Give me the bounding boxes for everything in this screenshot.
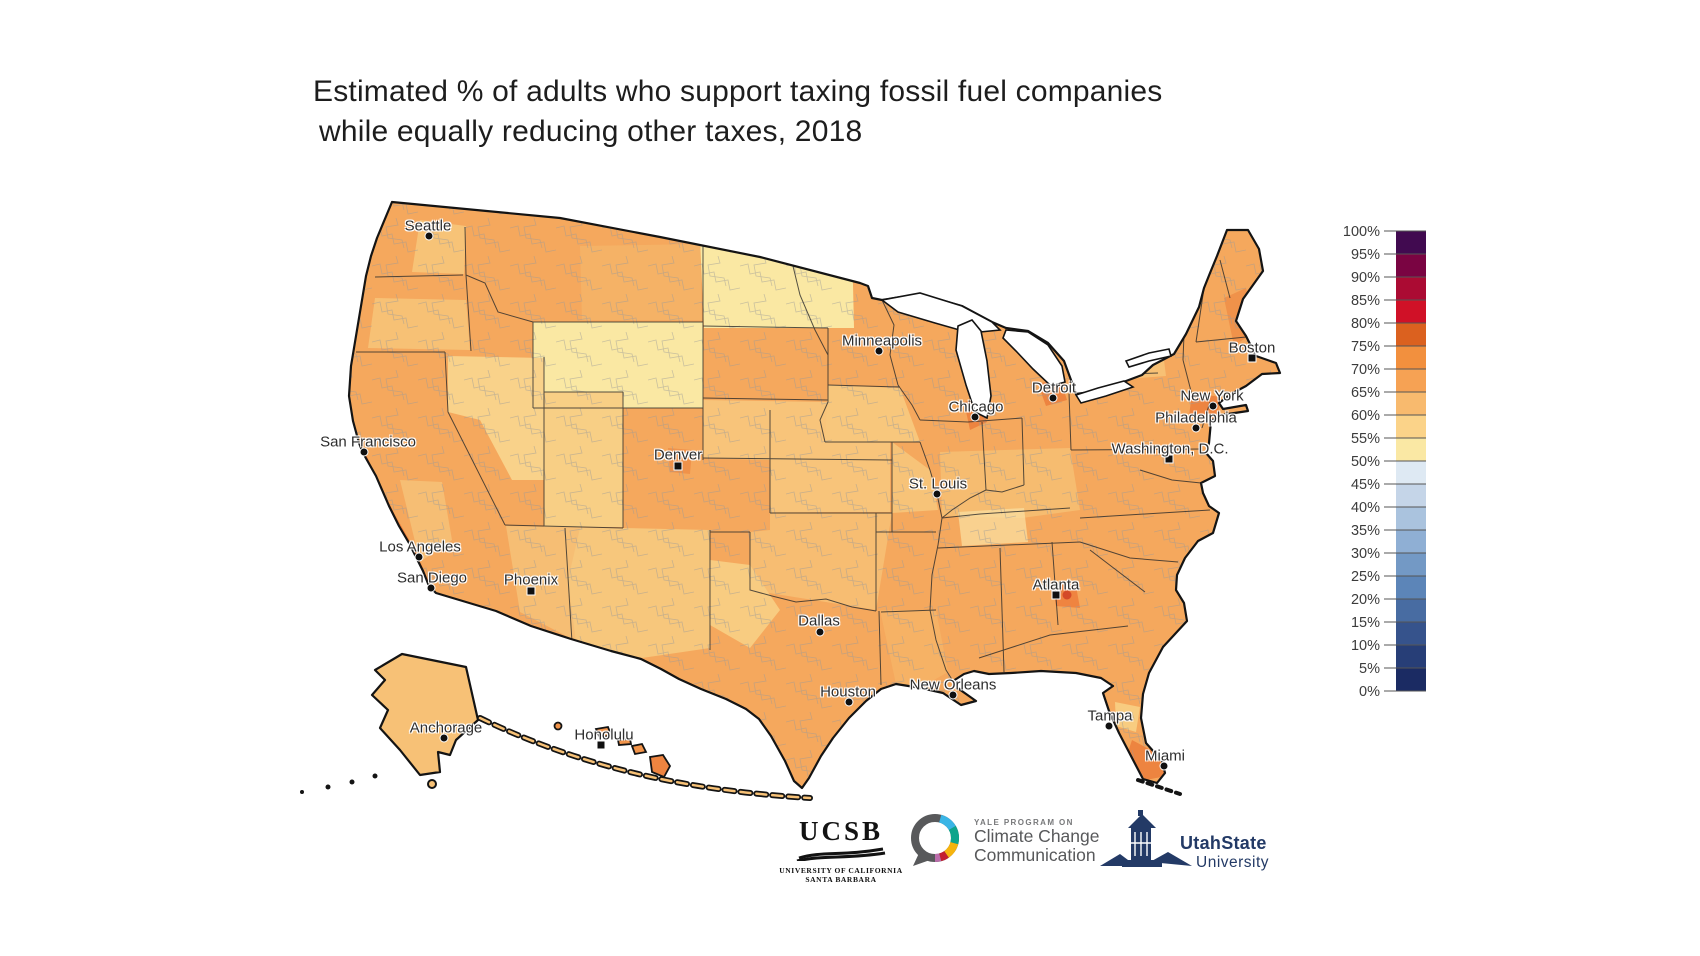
legend-tick-label: 25% [1351,569,1380,585]
legend-tick-label: 80% [1351,316,1380,332]
legend-band [1396,599,1426,622]
legend-band [1396,438,1426,461]
ucsb-line2: SANTA BARBARA [778,875,904,884]
legend-band [1396,231,1426,254]
logo-strip: UCSB UNIVERSITY OF CALIFORNIA SANTA BARB… [0,806,1700,916]
ucsb-waves-icon [795,847,887,861]
legend-tick-label: 40% [1351,500,1380,516]
ucsb-logo: UCSB UNIVERSITY OF CALIFORNIA SANTA BARB… [778,816,904,884]
legend-band [1396,484,1426,507]
legend-tick-label: 95% [1351,247,1380,263]
legend-tick-label: 50% [1351,454,1380,470]
usu-name2: University [1180,854,1269,872]
us-choropleth-map [280,180,1340,820]
yale-cccc-logo: YALE PROGRAM ON Climate Change Communica… [908,812,1099,870]
ucsb-acronym: UCSB [778,816,904,847]
legend-band [1396,346,1426,369]
legend-tick-label: 60% [1351,408,1380,424]
legend-tick-label: 35% [1351,523,1380,539]
legend-band [1396,645,1426,668]
legend-band [1396,254,1426,277]
legend-tick-label: 90% [1351,270,1380,286]
legend-band [1396,668,1426,691]
legend-band [1396,392,1426,415]
legend-band [1396,507,1426,530]
figure-canvas: Estimated % of adults who support taxing… [0,0,1700,956]
legend-tick-label: 5% [1359,661,1380,677]
usu-logo: UtahState University [1098,810,1269,876]
legend-tick-label: 70% [1351,362,1380,378]
legend-tick-label: 55% [1351,431,1380,447]
legend-tick-label: 15% [1351,615,1380,631]
chart-title: Estimated % of adults who support taxing… [313,72,1163,152]
chart-title-line-1: Estimated % of adults who support taxing… [313,72,1163,112]
legend-band [1396,553,1426,576]
chart-title-line-2: while equally reducing other taxes, 2018 [313,112,1163,152]
legend-tick-label: 75% [1351,339,1380,355]
legend-band [1396,323,1426,346]
usu-name1: UtahState [1180,833,1269,854]
ucsb-line1: UNIVERSITY OF CALIFORNIA [778,866,904,875]
legend-band [1396,300,1426,323]
legend-band [1396,369,1426,392]
legend-tick-label: 20% [1351,592,1380,608]
legend-band [1396,461,1426,484]
legend: 100% 95% 90% 85% 80% 75% 70% 65% 60% 55% 50% 45% 40%… [1320,212,1450,712]
legend-band [1396,277,1426,300]
yale-line2: Communication [974,846,1099,865]
legend-band [1396,530,1426,553]
yale-line1: Climate Change [974,827,1099,846]
legend-tick-label: 30% [1351,546,1380,562]
legend-tick-label: 65% [1351,385,1380,401]
legend-tick-label: 0% [1359,684,1380,700]
legend-band [1396,622,1426,645]
yale-speech-bubble-icon [908,812,964,870]
legend-band [1396,576,1426,599]
legend-tick-label: 45% [1351,477,1380,493]
alaska-panhandle [480,718,810,798]
legend-tick-label: 10% [1351,638,1380,654]
legend-tick-label: 85% [1351,293,1380,309]
legend-tick-label: 100% [1343,224,1380,240]
legend-band [1396,415,1426,438]
